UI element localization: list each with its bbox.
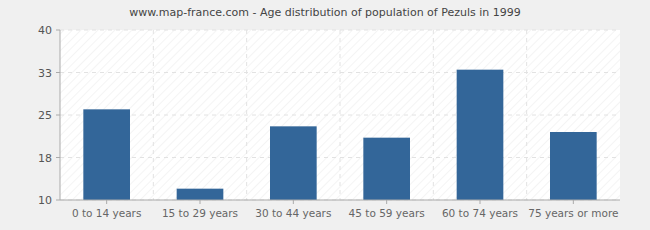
bar <box>177 189 224 200</box>
bar <box>363 138 410 200</box>
category-label: 45 to 59 years <box>349 207 425 219</box>
title: www.map-france.com - Age distribution of… <box>129 6 521 19</box>
y-axis <box>60 30 61 200</box>
tick-label: 10 <box>38 194 52 207</box>
grid-line-v <box>246 30 247 200</box>
grid-line <box>60 200 620 201</box>
grid-line <box>60 157 620 158</box>
x-tick <box>200 200 201 204</box>
category-label: 0 to 14 years <box>72 207 142 219</box>
tick <box>56 72 60 73</box>
grid-line-v <box>340 30 341 200</box>
x-tick <box>293 200 294 204</box>
category-label: 60 to 74 years <box>442 207 518 219</box>
x-tick <box>573 200 574 204</box>
grid-line-v <box>433 30 434 200</box>
bars <box>83 70 596 200</box>
x-tick <box>480 200 481 204</box>
background <box>0 0 650 230</box>
grid-line <box>60 115 620 116</box>
grid-line-v <box>153 30 154 200</box>
bar <box>457 70 504 200</box>
grid-line-v <box>526 30 527 200</box>
plot-area <box>60 30 620 200</box>
bar <box>83 109 130 200</box>
tick-label: 25 <box>38 109 52 122</box>
tick <box>56 30 60 31</box>
bar <box>270 126 317 200</box>
tick <box>56 115 60 116</box>
tick-label: 33 <box>38 67 52 80</box>
chart: www.map-france.com - Age distribution of… <box>0 0 650 230</box>
x-axis <box>60 200 620 201</box>
tick <box>56 200 60 201</box>
x-tick <box>386 200 387 204</box>
tick <box>56 157 60 158</box>
tick-label: 40 <box>38 24 52 37</box>
category-label: 15 to 29 years <box>162 207 238 219</box>
category-label: 75 years or more <box>528 207 618 219</box>
tick-label: 18 <box>38 152 52 165</box>
bar <box>550 132 597 200</box>
category-label: 30 to 44 years <box>255 207 331 219</box>
x-tick <box>106 200 107 204</box>
